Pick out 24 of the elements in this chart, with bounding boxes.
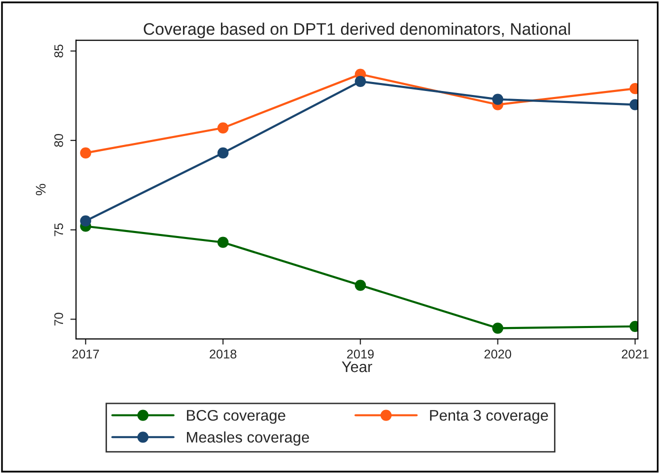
y-tick-label: 75 [54,223,64,236]
chart-title: Coverage based on DPT1 derived denominators, National [144,22,570,38]
legend-label: Measles coverage [186,431,310,446]
y-tick-label: 85 [54,44,64,58]
point [217,147,229,158]
point [80,147,92,158]
point [354,280,366,291]
x-axis-title: Year [342,362,372,372]
point [492,94,504,105]
point [492,322,504,334]
legend-label: Penta 3 coverage [430,410,548,424]
y-tick-label: 80 [54,134,64,147]
point [80,215,92,226]
x-tick-label: 2018 [210,350,236,359]
y-axis-title: % [36,184,46,196]
x-tick-label: 2019 [347,350,374,359]
y-tick-label: 70 [54,312,64,326]
point [354,76,366,87]
x-tick-label: 2020 [484,350,512,359]
x-tick-label: 2021 [622,350,648,359]
x-tick-label: 2017 [72,350,99,359]
legend-label: BCG coverage [186,410,286,424]
point [217,236,229,248]
point [217,122,229,134]
